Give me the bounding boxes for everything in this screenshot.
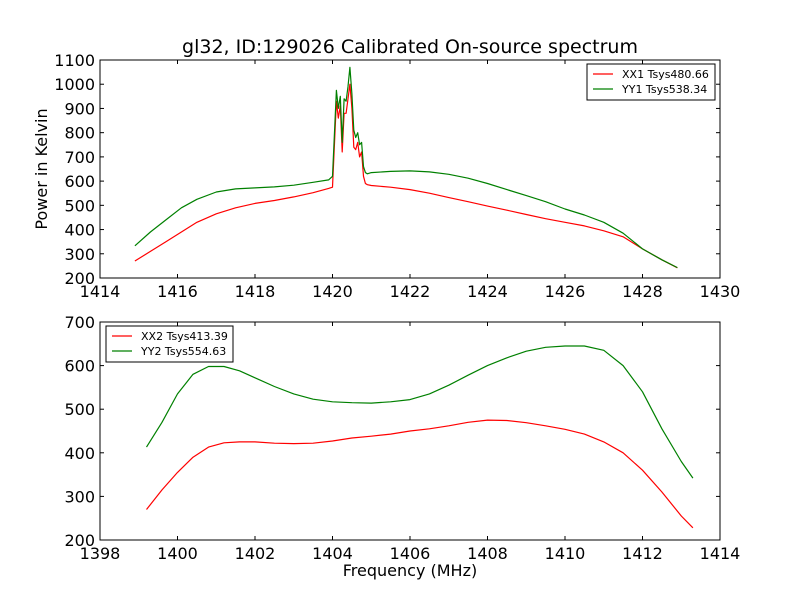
bottom-y-tick-label: 400 <box>64 444 95 463</box>
top-y-tick-label: 700 <box>64 148 95 167</box>
top-y-tick-label: 900 <box>64 99 95 118</box>
bottom-legend-box <box>105 325 234 363</box>
top-x-tick-label: 1422 <box>390 282 431 301</box>
bottom-x-tick-label: 1398 <box>80 544 121 563</box>
top-y-tick-label: 1100 <box>54 51 95 70</box>
top-legend-box <box>586 63 716 101</box>
legend-label-yy1: YY1 Tsys538.34 <box>621 83 707 96</box>
bottom-y-tick-label: 700 <box>64 313 95 332</box>
top-y-tick-label: 300 <box>64 245 95 264</box>
top-x-tick-label: 1426 <box>545 282 586 301</box>
bottom-x-tick-label: 1410 <box>545 544 586 563</box>
top-chart-title: gl32, ID:129026 Calibrated On-source spe… <box>182 36 638 58</box>
legend-label-xx1: XX1 Tsys480.66 <box>622 68 709 81</box>
top-y-tick-label: 600 <box>64 172 95 191</box>
bottom-plot-frame <box>99 321 721 541</box>
top-tick-group: 1414 1416 1418 1420 1422 1424 1426 1428 1430 200 3… <box>54 51 740 301</box>
top-series-line-0 <box>134 83 678 269</box>
bottom-x-tick-label: 1402 <box>235 544 276 563</box>
bottom-series-line-0 <box>146 419 694 529</box>
top-legend: XX1 Tsys480.66 YY1 Tsys538.34 <box>586 63 716 101</box>
top-x-tick-label: 1418 <box>235 282 276 301</box>
top-x-tick-label: 1416 <box>157 282 198 301</box>
bottom-series-line-1 <box>145 345 694 479</box>
top-series-group <box>134 66 678 269</box>
bottom-x-tick-label: 1412 <box>622 544 663 563</box>
top-x-tick-label: 1420 <box>312 282 353 301</box>
top-x-tick-label: 1430 <box>700 282 741 301</box>
bottom-y-tick-label: 300 <box>64 487 95 506</box>
top-y-tick-label: 400 <box>64 221 95 240</box>
legend-label-xx2: XX2 Tsys413.39 <box>141 330 228 343</box>
bottom-y-tick-label: 200 <box>64 531 95 550</box>
top-y-axis-label: Power in Kelvin <box>32 108 51 229</box>
bottom-x-tick-label: 1408 <box>467 544 508 563</box>
top-y-tick-label: 800 <box>64 124 95 143</box>
top-x-tick-label: 1428 <box>622 282 663 301</box>
top-y-tick-label: 200 <box>64 269 95 288</box>
legend-label-yy2: YY2 Tsys554.63 <box>140 345 226 358</box>
top-x-tick-label: 1424 <box>467 282 508 301</box>
bottom-series-group <box>145 345 694 529</box>
bottom-legend: XX2 Tsys413.39 YY2 Tsys554.63 <box>105 325 234 363</box>
bottom-x-axis-label: Frequency (MHz) <box>343 561 477 580</box>
top-y-tick-label: 1000 <box>54 75 95 94</box>
bottom-x-tick-label: 1400 <box>157 544 198 563</box>
bottom-subplot: Frequency (MHz) 1398 1400 1402 1404 1406 1408… <box>64 313 740 580</box>
bottom-y-tick-label: 500 <box>64 400 95 419</box>
bottom-y-tick-label: 600 <box>64 357 95 376</box>
top-series-line-1 <box>134 66 678 269</box>
top-y-tick-label: 500 <box>64 196 95 215</box>
top-plot-frame <box>99 59 721 279</box>
top-subplot: gl32, ID:129026 Calibrated On-source spe… <box>32 36 740 301</box>
bottom-x-tick-label: 1414 <box>700 544 741 563</box>
top-x-tick-label: 1414 <box>80 282 121 301</box>
bottom-tick-group: 1398 1400 1402 1404 1406 1408 1410 1412 1414 200 3… <box>64 313 740 563</box>
bottom-x-tick-label: 1406 <box>390 544 431 563</box>
bottom-x-tick-label: 1404 <box>312 544 353 563</box>
